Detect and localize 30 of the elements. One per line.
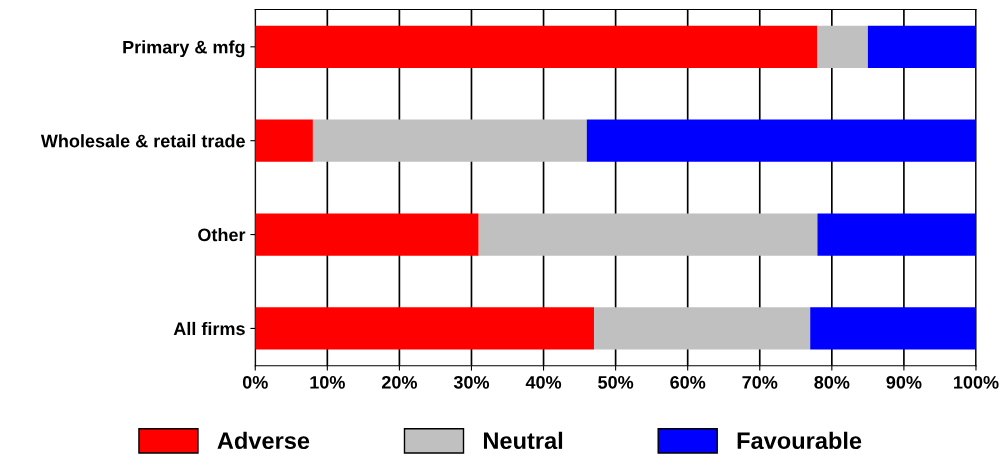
- bar: [255, 307, 594, 350]
- bar: [478, 213, 818, 256]
- bar: [817, 213, 976, 256]
- y-tick-label: Primary & mfg: [123, 40, 245, 58]
- bar: [817, 25, 868, 68]
- x-tick-label: 50%: [598, 375, 634, 389]
- bar: [593, 307, 811, 350]
- x-tick-label: 90%: [886, 375, 922, 389]
- bar: [255, 213, 479, 256]
- bar: [255, 119, 313, 162]
- x-tick-label: 60%: [670, 375, 706, 389]
- bar: [867, 25, 976, 68]
- legend-label: Neutral: [483, 431, 563, 450]
- y-tick-label: Wholesale & retail trade: [40, 134, 245, 148]
- x-tick-label: 0%: [242, 375, 268, 389]
- x-tick-label: 70%: [742, 375, 778, 389]
- x-tick-label: 100%: [954, 375, 999, 389]
- x-tick-label: 80%: [814, 375, 850, 389]
- bar: [810, 307, 976, 350]
- bar: [312, 119, 587, 162]
- bar: [255, 25, 818, 68]
- x-tick-label: 20%: [381, 375, 417, 389]
- y-tick-label: All firms: [173, 321, 245, 336]
- y-tick-label: Other: [198, 228, 246, 242]
- bar: [586, 119, 976, 162]
- x-tick-label: 40%: [525, 375, 562, 389]
- x-tick-label: 30%: [453, 375, 490, 389]
- legend-label: Adverse: [217, 431, 310, 450]
- x-tick-label: 10%: [310, 375, 345, 389]
- legend-label: Favourable: [737, 431, 862, 450]
